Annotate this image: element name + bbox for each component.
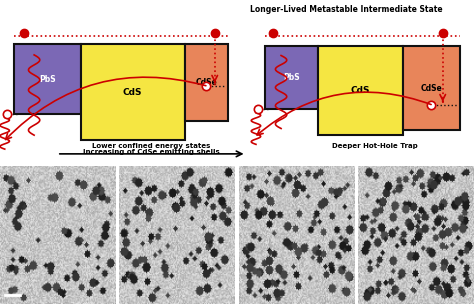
Text: CdSe: CdSe [420,84,442,92]
Text: CdS: CdS [123,88,143,96]
FancyBboxPatch shape [265,46,318,109]
Text: CdS: CdS [350,86,370,95]
FancyBboxPatch shape [318,46,403,135]
FancyBboxPatch shape [403,46,460,130]
Text: Longer-Lived Metastable Intermediate State: Longer-Lived Metastable Intermediate Sta… [250,5,442,14]
Text: PbS: PbS [39,75,56,84]
FancyBboxPatch shape [185,44,228,121]
Text: Lower confined energy states: Lower confined energy states [92,143,211,149]
FancyBboxPatch shape [81,44,185,140]
Text: CdSe: CdSe [195,78,217,87]
Text: Deeper Hot-Hole Trap: Deeper Hot-Hole Trap [332,143,417,149]
Text: Increasing of CdSe emitting shells: Increasing of CdSe emitting shells [83,150,220,155]
Text: PbS: PbS [283,73,300,82]
FancyBboxPatch shape [14,44,81,114]
